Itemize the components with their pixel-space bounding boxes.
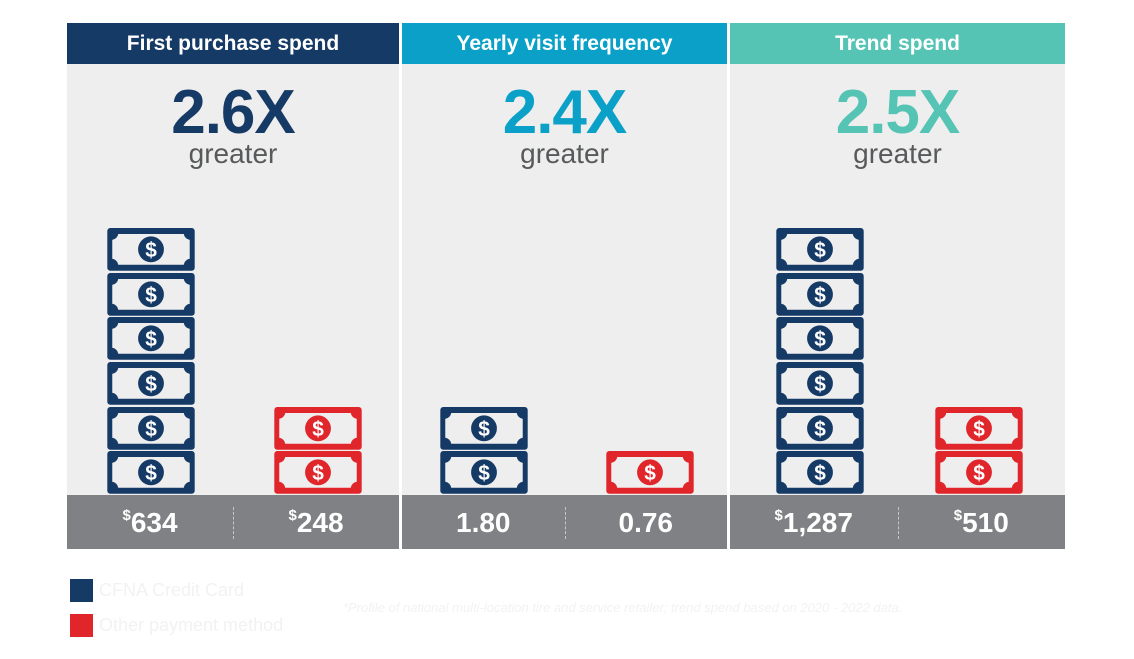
bill-stack-other: $ $ bbox=[273, 406, 363, 495]
value-bar: $1,287 $510 bbox=[730, 495, 1065, 549]
svg-text:$: $ bbox=[312, 462, 324, 485]
panel-body: 2.5X greater $ $ $ $ $ $ $ $ bbox=[730, 64, 1065, 495]
dollar-bill-icon: $ bbox=[935, 406, 1023, 450]
multiplier: 2.6X bbox=[171, 78, 296, 147]
multiplier: 2.5X bbox=[835, 78, 961, 147]
svg-text:$: $ bbox=[478, 417, 490, 440]
dollar-bill-icon: $ bbox=[935, 451, 1023, 495]
panel-0: First purchase spend 2.6X greater $ $ $ $ $ $… bbox=[67, 23, 399, 549]
svg-text:$: $ bbox=[145, 373, 157, 396]
panel-title: First purchase spend bbox=[67, 23, 399, 64]
legend-label-other: Other payment method bbox=[99, 615, 284, 635]
dollar-bill-icon: $ bbox=[274, 406, 362, 450]
bill-stack-other: $ bbox=[605, 450, 695, 495]
svg-text:$: $ bbox=[145, 239, 157, 262]
svg-text:$: $ bbox=[814, 373, 826, 396]
svg-text:$: $ bbox=[814, 239, 826, 262]
svg-text:$: $ bbox=[814, 328, 826, 351]
value-bar: 1.80 0.76 bbox=[402, 495, 727, 549]
svg-text:$: $ bbox=[145, 328, 157, 351]
dollar-bill-icon: $ bbox=[776, 406, 864, 450]
svg-text:$: $ bbox=[145, 283, 157, 306]
dollar-bill-icon: $ bbox=[107, 406, 195, 450]
bill-stack-cfna: $ $ $ $ $ $ bbox=[106, 227, 196, 495]
legend-swatch-cfna bbox=[70, 579, 93, 602]
svg-text:$: $ bbox=[814, 283, 826, 306]
value-other: 0.76 bbox=[618, 507, 674, 538]
dollar-bill-icon: $ bbox=[440, 451, 528, 495]
svg-text:$: $ bbox=[814, 462, 826, 485]
dollar-bill-icon: $ bbox=[776, 272, 864, 316]
multiplier-sub: greater bbox=[520, 138, 609, 169]
legend-item-other: Other payment method bbox=[70, 614, 283, 637]
dollar-bill-icon: $ bbox=[107, 272, 195, 316]
dollar-bill-icon: $ bbox=[776, 317, 864, 360]
multiplier-sub: greater bbox=[188, 138, 278, 169]
dollar-bill-icon: $ bbox=[776, 227, 864, 271]
dollar-bill-icon: $ bbox=[107, 227, 195, 271]
multiplier: 2.4X bbox=[502, 78, 628, 147]
panel-body: 2.6X greater $ $ $ $ $ $ $ $ bbox=[67, 64, 399, 495]
divider bbox=[897, 507, 899, 539]
svg-text:$: $ bbox=[973, 417, 985, 440]
panel-2: Trend spend 2.5X greater $ $ $ $ $ $ $ $ $1,287… bbox=[730, 23, 1065, 549]
value-cfna: 1.80 bbox=[456, 507, 511, 538]
dollar-bill-icon: $ bbox=[776, 451, 864, 495]
panel-title: Trend spend bbox=[730, 23, 1065, 64]
svg-text:$: $ bbox=[973, 462, 985, 485]
svg-text:$: $ bbox=[312, 417, 324, 440]
dollar-bill-icon: $ bbox=[440, 406, 528, 450]
dollar-bill-icon: $ bbox=[274, 451, 362, 495]
legend-swatch-other bbox=[70, 614, 93, 637]
multiplier-sub: greater bbox=[853, 138, 942, 169]
bill-stack-other: $ $ bbox=[934, 406, 1024, 495]
svg-text:$: $ bbox=[644, 462, 656, 485]
footnote: *Profile of national multi-location tire… bbox=[343, 600, 903, 615]
dollar-bill-icon: $ bbox=[107, 451, 195, 495]
bill-stack-cfna: $ $ $ $ $ $ bbox=[775, 227, 865, 495]
bill-stack-cfna: $ $ bbox=[439, 406, 529, 495]
dollar-bill-icon: $ bbox=[776, 361, 864, 405]
divider bbox=[233, 507, 234, 539]
legend-label-cfna: CFNA Credit Card bbox=[99, 580, 245, 600]
panel-1: Yearly visit frequency 2.4X greater $ $ $ … bbox=[402, 23, 727, 549]
value-cfna: $1,287 bbox=[774, 507, 853, 538]
dollar-bill-icon: $ bbox=[107, 317, 195, 360]
svg-text:$: $ bbox=[145, 462, 157, 485]
value-cfna: $634 bbox=[122, 507, 178, 538]
value-other: $510 bbox=[953, 507, 1009, 538]
value-bar: $634 $248 bbox=[67, 495, 399, 549]
dollar-bill-icon: $ bbox=[606, 451, 694, 495]
panel-body: 2.4X greater $ $ $ bbox=[402, 64, 727, 495]
svg-text:$: $ bbox=[814, 417, 826, 440]
svg-text:$: $ bbox=[478, 462, 490, 485]
dollar-bill-icon: $ bbox=[107, 361, 195, 405]
divider bbox=[564, 507, 566, 539]
svg-text:$: $ bbox=[145, 417, 157, 440]
value-other: $248 bbox=[288, 507, 344, 538]
legend-item-cfna: CFNA Credit Card bbox=[70, 579, 244, 602]
panel-title: Yearly visit frequency bbox=[402, 23, 727, 64]
